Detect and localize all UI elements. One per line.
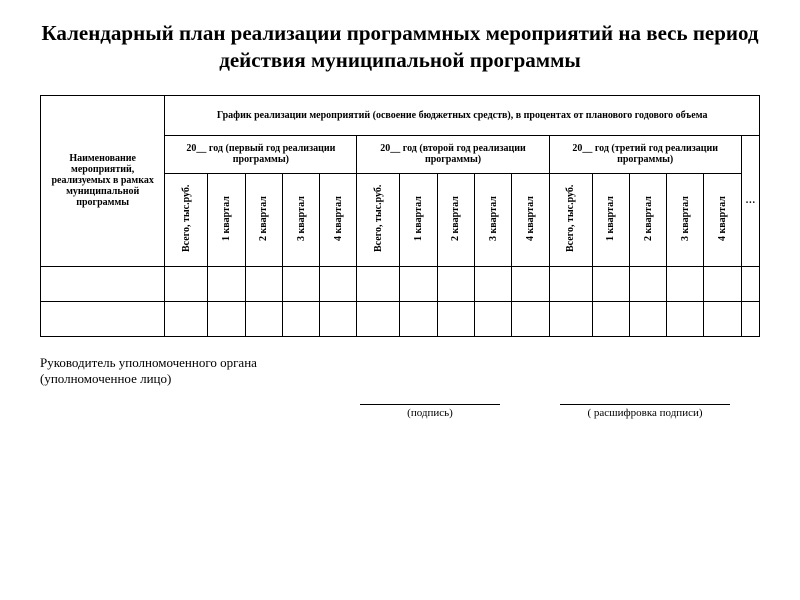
signature-line: (подпись) <box>360 391 500 419</box>
col-header-year1: 20__ год (первый год реализации программ… <box>165 135 357 173</box>
name-label: ( расшифровка подписи) <box>560 407 730 419</box>
col-header-year3: 20__ год (третий год реализации программ… <box>549 135 741 173</box>
col-header-ellipsis: … <box>741 135 759 266</box>
table-row <box>41 301 760 336</box>
col-y1-q4: 4 квартал <box>320 173 357 266</box>
col-y3-q2: 2 квартал <box>629 173 666 266</box>
col-y3-q3: 3 квартал <box>667 173 704 266</box>
col-y3-q1: 1 квартал <box>592 173 629 266</box>
col-header-year2: 20__ год (второй год реализации программ… <box>357 135 549 173</box>
col-y1-q1: 1 квартал <box>208 173 245 266</box>
col-y2-q2: 2 квартал <box>437 173 474 266</box>
col-y1-total: Всего, тыс.руб. <box>165 173 208 266</box>
schedule-table: Наименование мероприятий, реализуемых в … <box>40 95 760 337</box>
col-y2-total: Всего, тыс.руб. <box>357 173 400 266</box>
col-y3-total: Всего, тыс.руб. <box>549 173 592 266</box>
table-row <box>41 266 760 301</box>
col-y2-q3: 3 квартал <box>475 173 512 266</box>
col-y1-q2: 2 квартал <box>245 173 282 266</box>
col-header-name: Наименование мероприятий, реализуемых в … <box>41 95 165 266</box>
page-title: Календарный план реализации программных … <box>40 20 760 75</box>
col-y3-q4: 4 квартал <box>704 173 741 266</box>
col-y2-q4: 4 квартал <box>512 173 549 266</box>
col-y2-q1: 1 квартал <box>400 173 437 266</box>
signature-block: Руководитель уполномоченного органа (упо… <box>40 355 760 419</box>
signature-label: (подпись) <box>360 407 500 419</box>
signature-role2: (уполномоченное лицо) <box>40 371 760 387</box>
signature-role1: Руководитель уполномоченного органа <box>40 355 760 371</box>
col-header-top: График реализации мероприятий (освоение … <box>165 95 760 135</box>
col-y1-q3: 3 квартал <box>282 173 319 266</box>
name-line: ( расшифровка подписи) <box>560 391 730 419</box>
